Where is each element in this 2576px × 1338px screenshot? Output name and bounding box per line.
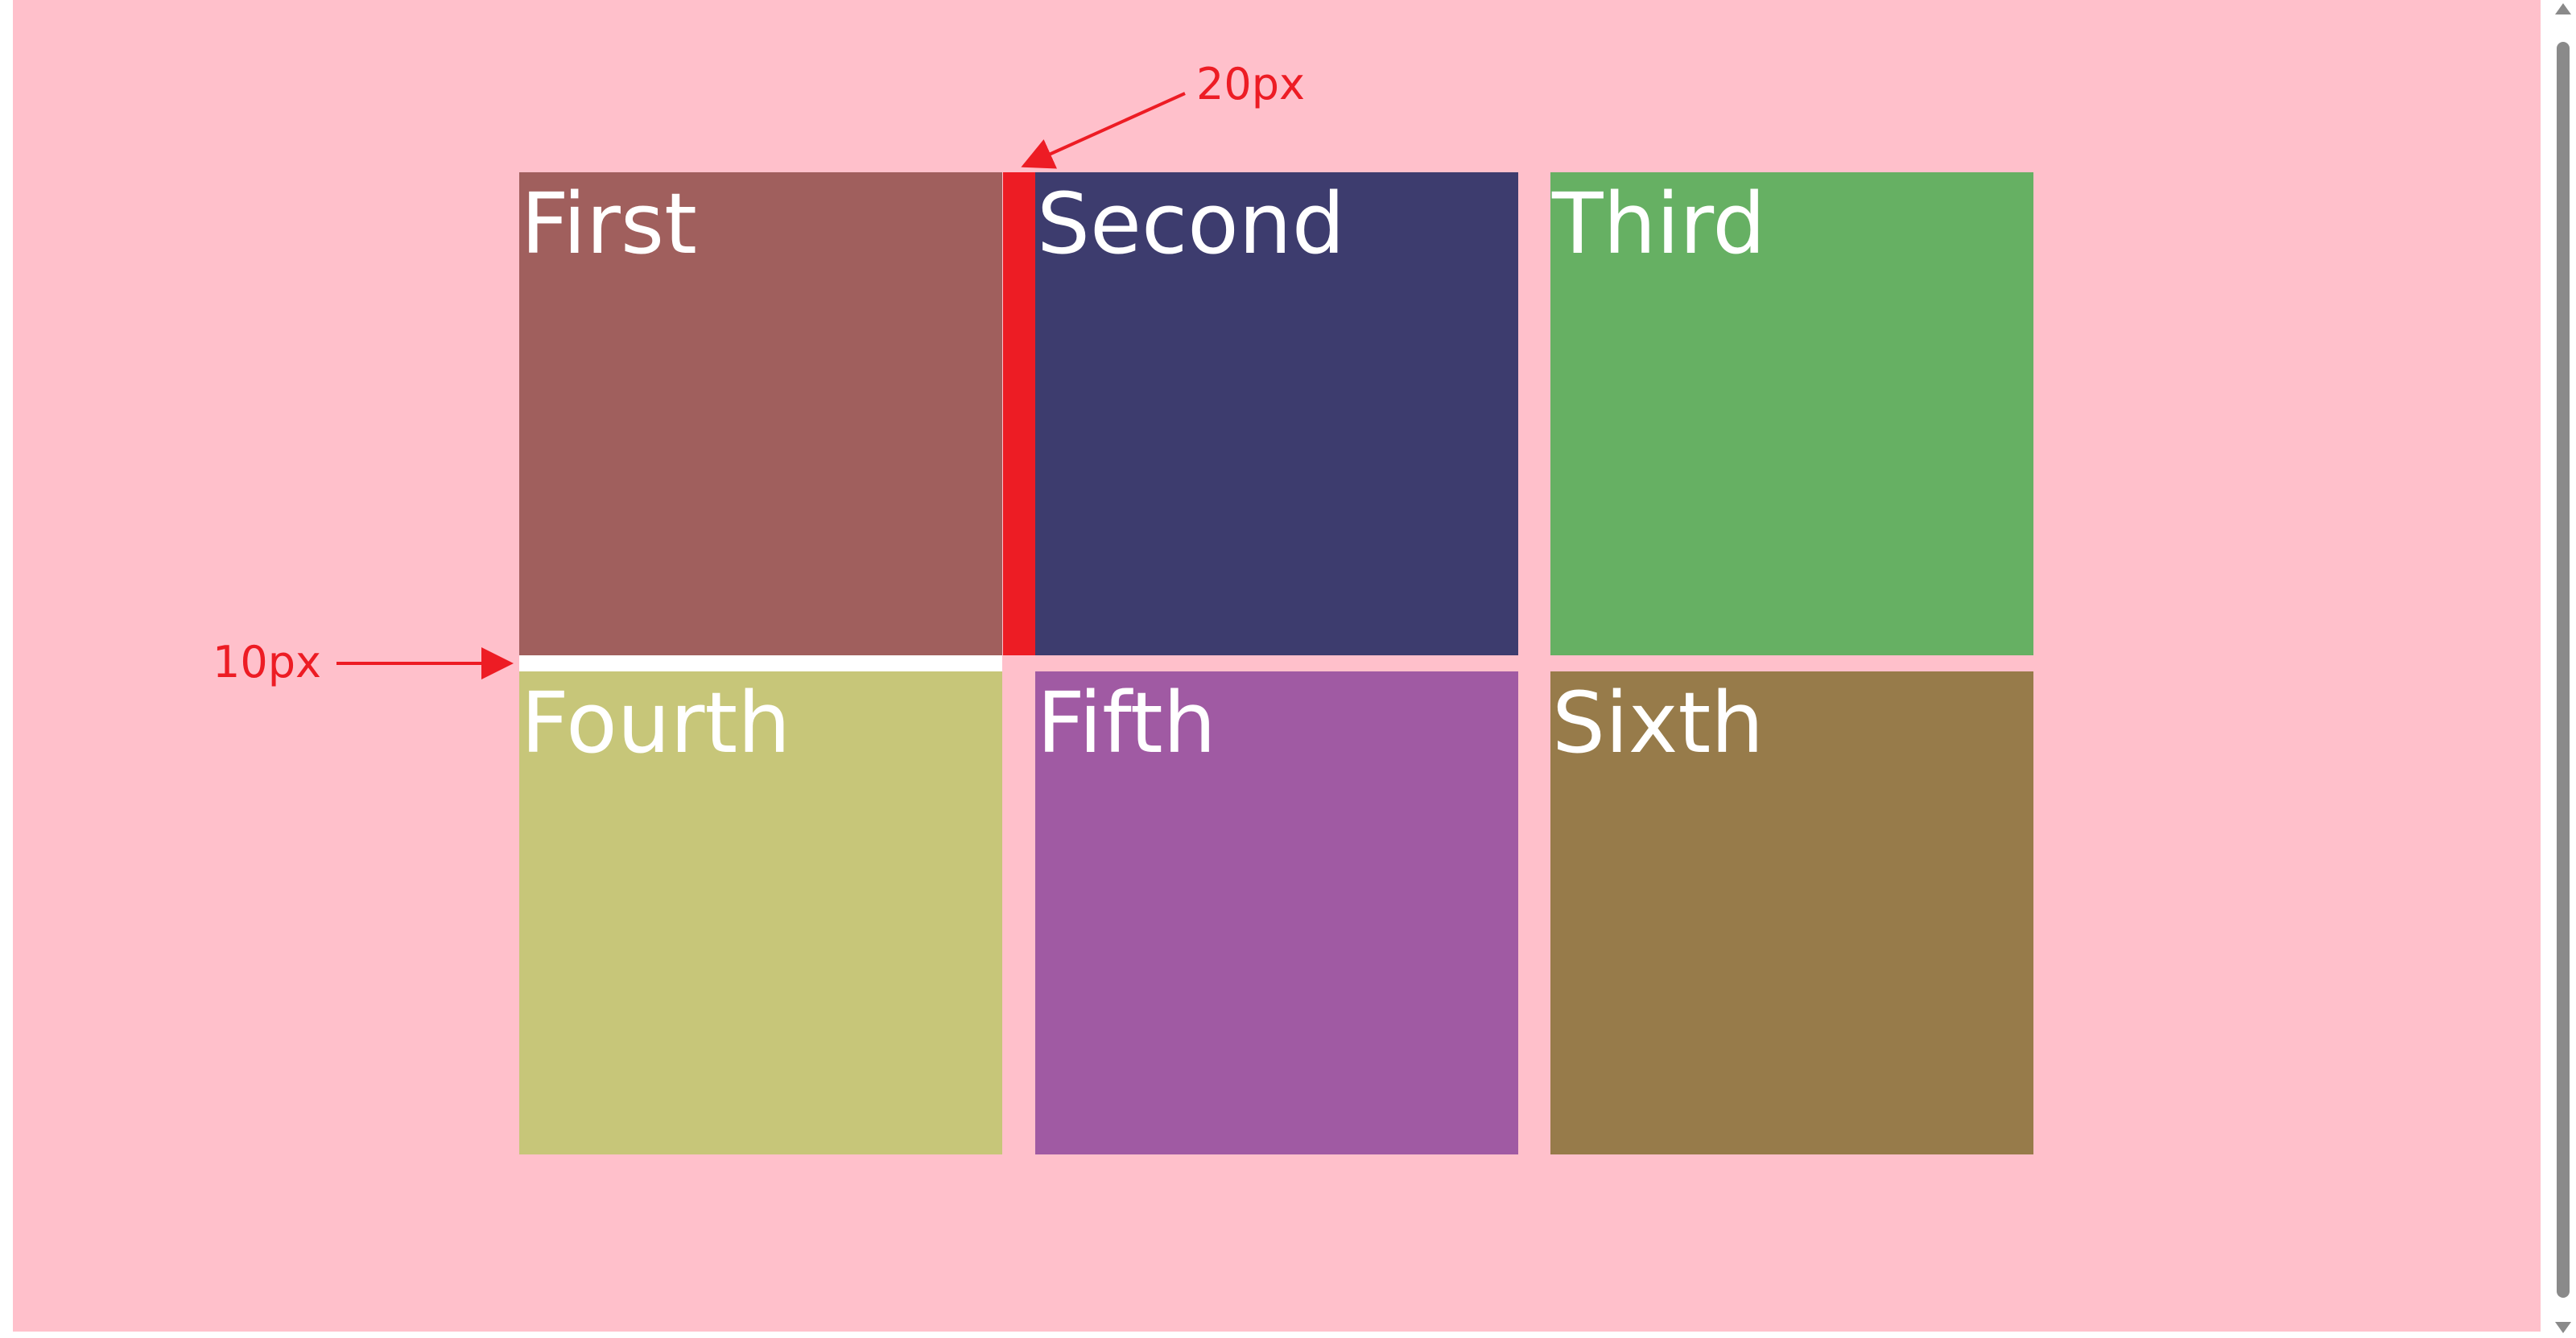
row-gap-highlight [519, 655, 1002, 671]
cell-label-first: First [521, 175, 697, 273]
cell-label-third: Third [1552, 175, 1766, 273]
grid-cell-fourth: Fourth [519, 671, 1002, 1154]
page-viewport: First Second Third Fourth Fifth Sixth 20… [13, 0, 2541, 1332]
scrollbar-thumb[interactable] [2557, 42, 2570, 1298]
cell-label-fifth: Fifth [1037, 674, 1216, 772]
scroll-down-arrow-icon[interactable] [2555, 1322, 2571, 1333]
vertical-scrollbar[interactable] [2547, 0, 2576, 1338]
grid-cell-third: Third [1550, 172, 2033, 655]
cell-label-second: Second [1037, 175, 1345, 273]
grid-cell-fifth: Fifth [1035, 671, 1518, 1154]
column-gap-arrow [1021, 92, 1186, 169]
cell-label-sixth: Sixth [1552, 674, 1765, 772]
column-gap-label: 20px [1196, 59, 1305, 109]
row-gap-label: 10px [213, 637, 321, 688]
column-gap-highlight [1003, 172, 1035, 655]
grid-cell-sixth: Sixth [1550, 671, 2033, 1154]
cell-label-fourth: Fourth [521, 674, 791, 772]
scroll-up-arrow-icon[interactable] [2555, 3, 2571, 14]
grid-cell-second: Second [1035, 172, 1518, 655]
grid-cell-first: First [519, 172, 1002, 655]
